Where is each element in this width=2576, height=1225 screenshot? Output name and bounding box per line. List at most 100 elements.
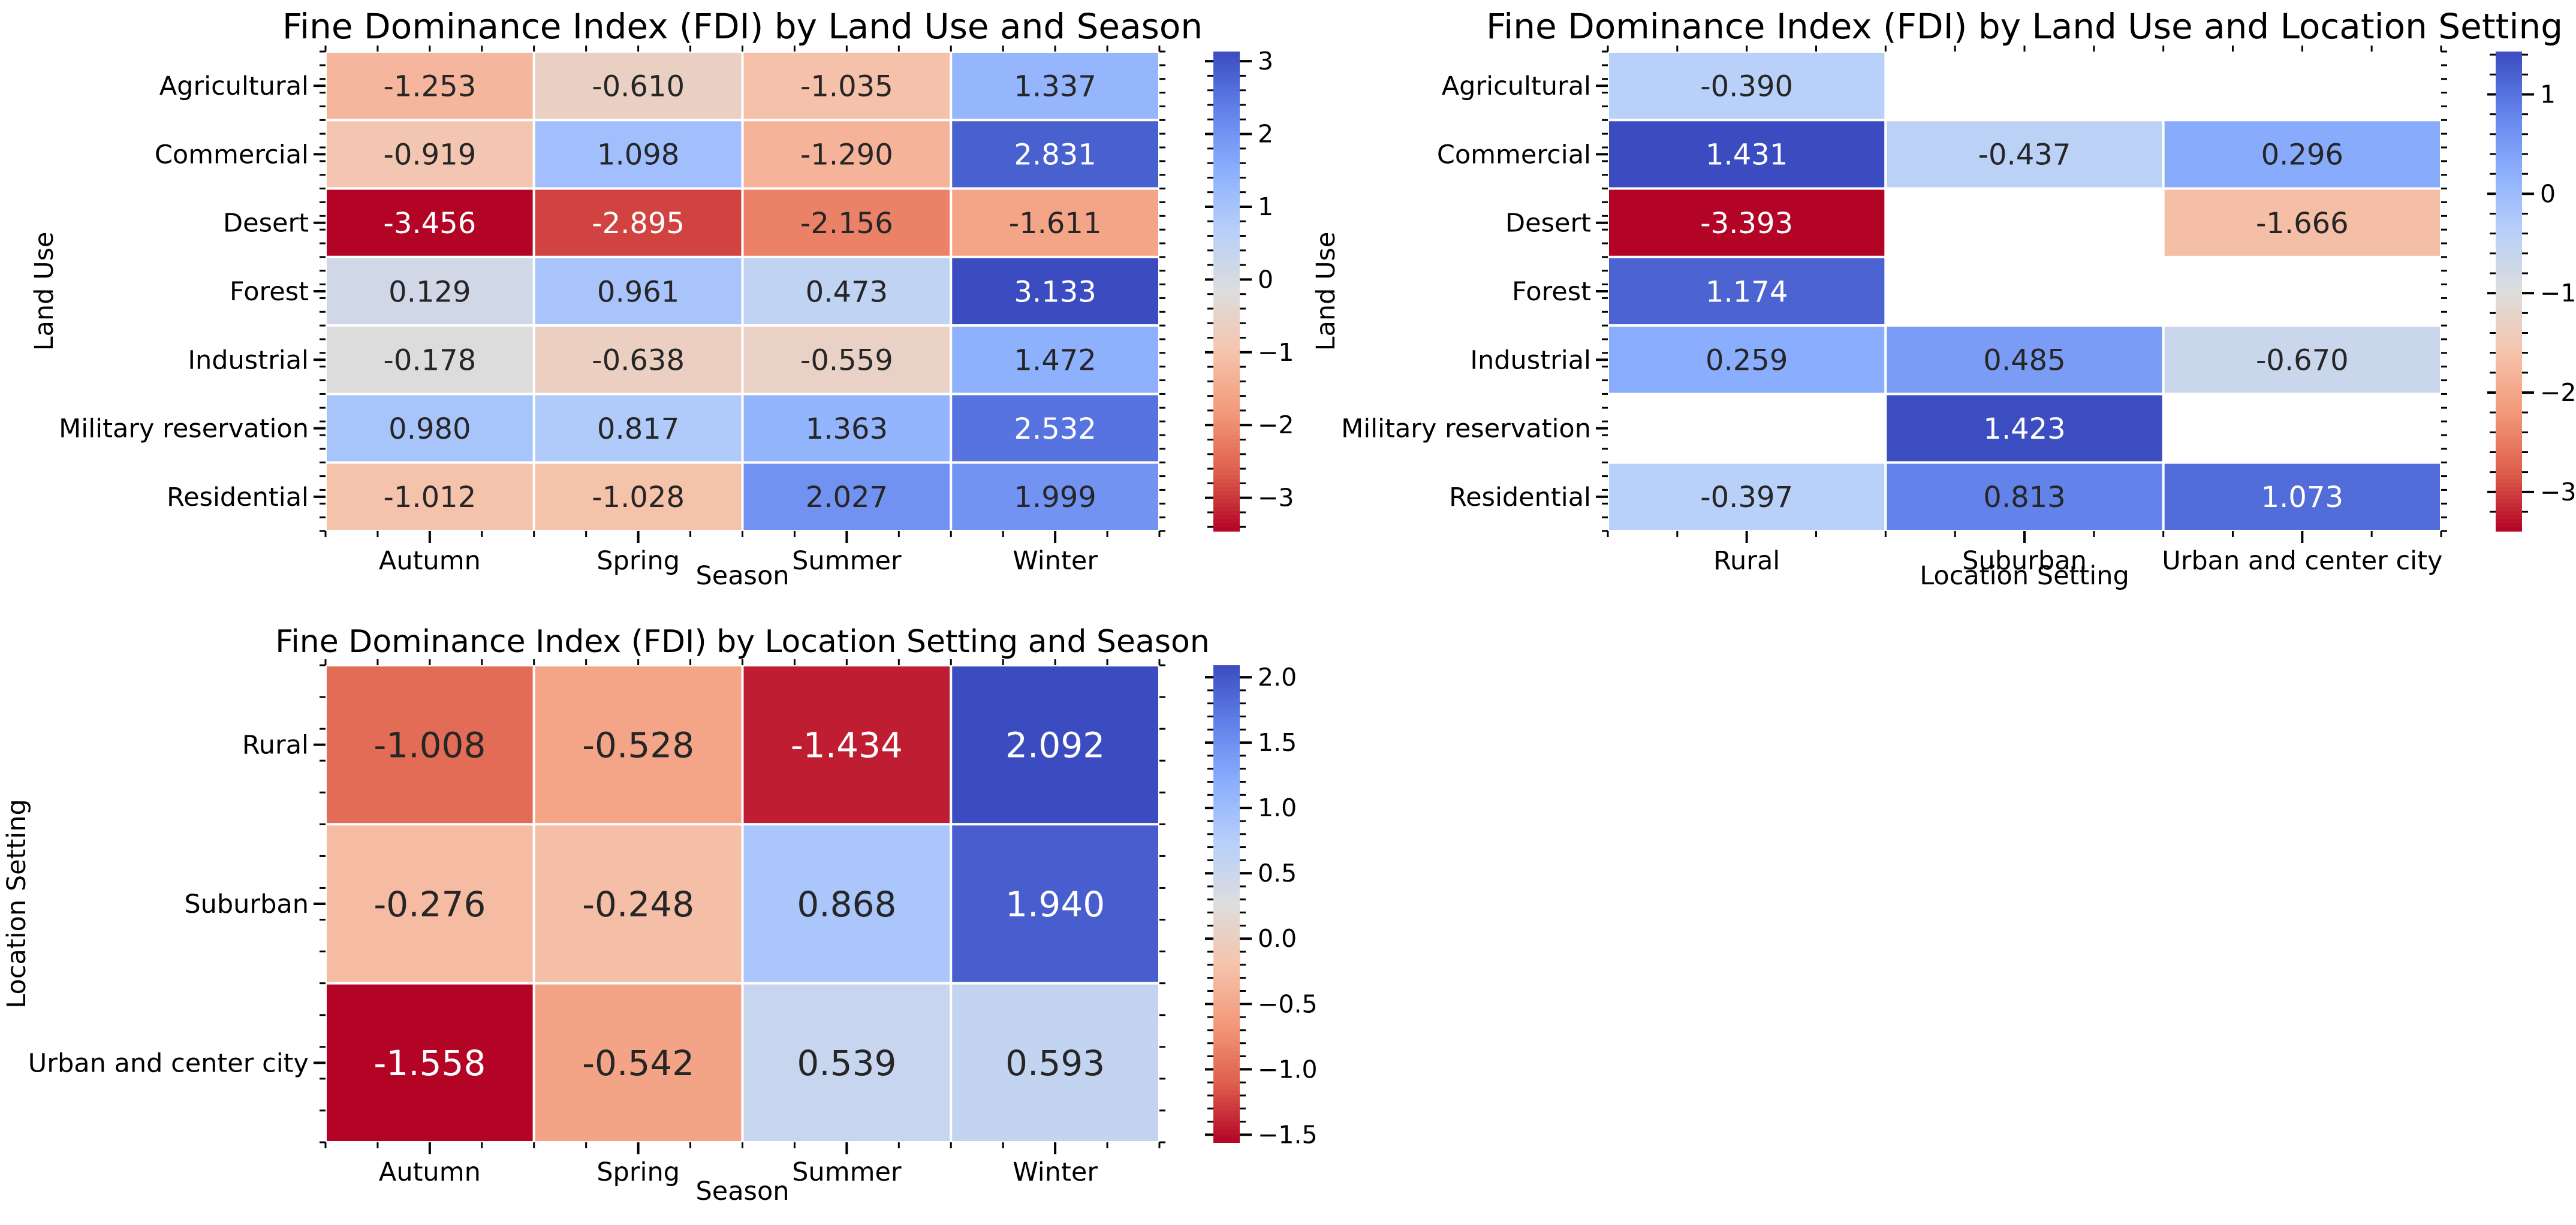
colorbar-band (1213, 423, 1240, 428)
colorbar-band (1213, 840, 1240, 845)
colorbar-band (1213, 816, 1240, 821)
colorbar-band (1213, 327, 1240, 332)
heatmap-cell (950, 461, 1161, 533)
colorbar-band (2496, 83, 2522, 88)
colorbar-band (2496, 59, 2522, 64)
cell-value-label: -0.397 (1700, 481, 1793, 514)
colorbar-band (2496, 411, 2522, 416)
colorbar-band (1213, 359, 1240, 364)
y-tick-label: Commercial (1437, 140, 1591, 170)
colorbar-band (1213, 391, 1240, 396)
colorbar-band (2496, 275, 2522, 280)
cell-value-label: 1.073 (2261, 481, 2343, 514)
colorbar-band (2496, 183, 2522, 188)
colorbar-band (1213, 59, 1240, 64)
colorbar-band (1213, 1031, 1240, 1036)
colorbar-band (1213, 103, 1240, 108)
colorbar-band (1213, 507, 1240, 512)
cell-value-label: 0.813 (1983, 481, 2065, 514)
colorbar-band (1213, 283, 1240, 288)
colorbar-band (1213, 247, 1240, 252)
colorbar-band (1213, 55, 1240, 61)
colorbar-band (1213, 927, 1240, 933)
heatmap-cell (741, 393, 953, 464)
colorbar-band (1213, 243, 1240, 248)
colorbar-tick-label: 1 (2540, 80, 2556, 108)
cell-value-label: -1.611 (1009, 207, 1102, 240)
cell-value-label: -0.437 (1978, 138, 2071, 172)
chart-title: Fine Dominance Index (FDI) by Location S… (275, 624, 1210, 660)
colorbar-band (1213, 479, 1240, 484)
colorbar-band (2496, 459, 2522, 464)
colorbar-band (1213, 693, 1240, 698)
colorbar-band (2496, 487, 2522, 492)
colorbar-band (2496, 447, 2522, 452)
colorbar-band (1213, 403, 1240, 408)
colorbar-band (1213, 756, 1240, 762)
heatmap-cell (324, 393, 535, 464)
colorbar-band (1213, 99, 1240, 104)
colorbar-band (1213, 852, 1240, 857)
heatmap-cell (1884, 461, 2165, 533)
heatmap-cell (741, 982, 953, 1143)
colorbar-band (2496, 479, 2522, 484)
heatmap-cell (2162, 187, 2443, 258)
heatmap-panel-1: Fine Dominance Index (FDI) by Land Use a… (29, 6, 1294, 591)
colorbar-band (1213, 227, 1240, 232)
colorbar-tick-label: −3 (2540, 478, 2576, 506)
colorbar-band (2496, 443, 2522, 448)
colorbar-band (1213, 163, 1240, 168)
colorbar-band (2496, 131, 2522, 136)
x-tick-label: Spring (596, 546, 680, 576)
colorbar-band (1213, 883, 1240, 889)
y-tick-label: Agricultural (159, 71, 309, 101)
chart-title: Fine Dominance Index (FDI) by Land Use a… (1486, 6, 2563, 47)
colorbar-band (1213, 171, 1240, 176)
heatmap-cell (532, 255, 744, 327)
colorbar-band (1213, 467, 1240, 472)
colorbar-band (1213, 475, 1240, 480)
colorbar-band (2496, 435, 2522, 440)
colorbar-band (2496, 387, 2522, 392)
colorbar-band (1213, 511, 1240, 516)
cell-value-label: -3.393 (1700, 207, 1793, 240)
colorbar-band (1213, 219, 1240, 224)
y-axis-label: Land Use (29, 232, 59, 351)
colorbar-band (2496, 235, 2522, 240)
colorbar-band (1213, 725, 1240, 730)
colorbar-band (1213, 471, 1240, 476)
y-tick-label: Military reservation (59, 414, 309, 444)
y-tick-label: Industrial (188, 345, 309, 375)
cell-value-label: 1.431 (1706, 138, 1788, 172)
colorbar-band (1213, 223, 1240, 228)
colorbar-band (1213, 967, 1240, 972)
colorbar: −3 −2 −1 0 1 2 3 (1205, 47, 1294, 532)
x-axis-label: Location Setting (1920, 561, 2129, 591)
colorbar-band (2496, 379, 2522, 384)
colorbar-band (2496, 343, 2522, 348)
colorbar-band (1213, 83, 1240, 88)
colorbar-band (1213, 796, 1240, 801)
colorbar-band (2496, 495, 2522, 500)
x-tick-label: Spring (596, 1157, 680, 1187)
colorbar-band (1213, 119, 1240, 124)
colorbar-band (1213, 88, 1240, 92)
colorbar-band (2496, 79, 2522, 85)
colorbar-band (1213, 347, 1240, 352)
colorbar-band (2496, 175, 2522, 180)
heatmap-panel-3: Fine Dominance Index (FDI) by Location S… (2, 624, 1318, 1206)
colorbar-band (2496, 88, 2522, 92)
cell-value-label: -0.528 (582, 725, 694, 766)
colorbar-band (1213, 427, 1240, 432)
colorbar-band (1213, 383, 1240, 388)
colorbar-band (2496, 147, 2522, 152)
colorbar-band (2496, 139, 2522, 144)
colorbar-band (1213, 459, 1240, 464)
heatmap-cell (950, 664, 1161, 826)
heatmap-cell (950, 187, 1161, 258)
cell-value-label: -0.390 (1700, 70, 1793, 103)
colorbar-band (2496, 359, 2522, 364)
colorbar-band (1213, 491, 1240, 496)
colorbar-band (2496, 395, 2522, 400)
colorbar-band (1213, 407, 1240, 412)
